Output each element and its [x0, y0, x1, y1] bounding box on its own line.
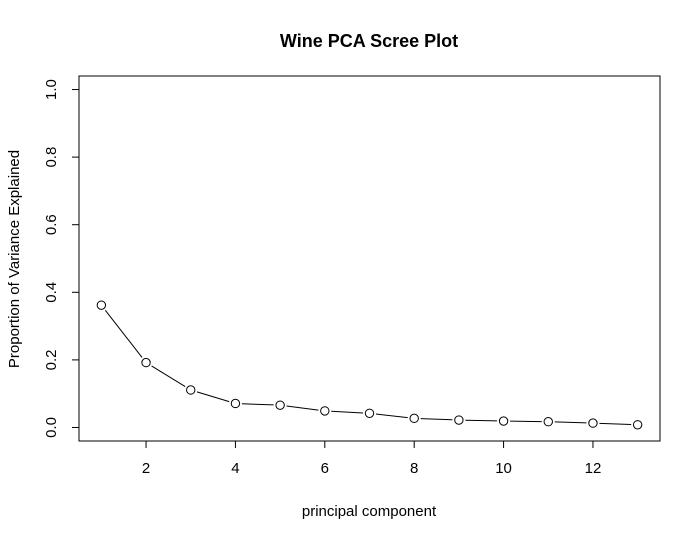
data-point [365, 409, 373, 417]
series-line-segment [599, 423, 631, 424]
series-line-segment [105, 310, 142, 357]
series-line-segment [242, 404, 274, 405]
series-line-segment [555, 422, 587, 423]
series-line-segment [152, 366, 186, 387]
x-tick-label: 8 [410, 460, 418, 477]
plot-frame [79, 76, 660, 441]
x-axis: 2 4 6 8 10 12 [142, 441, 601, 477]
data-point [97, 301, 105, 309]
data-point [633, 421, 641, 429]
data-point [231, 399, 239, 407]
x-tick-label: 2 [142, 460, 150, 477]
y-tick-label: 0.0 [43, 417, 60, 438]
data-point [455, 416, 463, 424]
x-tick-label: 12 [585, 460, 602, 477]
y-axis: 0.0 0.2 0.4 0.6 0.8 1.0 [43, 79, 79, 438]
data-point [499, 417, 507, 425]
y-tick-label: 0.2 [43, 349, 60, 370]
data-point [589, 419, 597, 427]
y-tick-label: 1.0 [43, 79, 60, 100]
y-tick-label: 0.4 [43, 282, 60, 303]
data-point [544, 418, 552, 426]
series-line-segment [197, 392, 229, 402]
series-line-segment [465, 420, 497, 421]
x-tick-label: 4 [231, 460, 239, 477]
data-point [187, 386, 195, 394]
series-line-segment [376, 414, 408, 418]
data-point [276, 401, 284, 409]
series-line-segment [331, 411, 363, 413]
data-point [410, 414, 418, 422]
y-axis-label: Proportion of Variance Explained [6, 150, 23, 368]
chart-title: Wine PCA Scree Plot [280, 31, 458, 51]
data-series [97, 301, 642, 429]
x-tick-label: 6 [321, 460, 329, 477]
data-point [321, 407, 329, 415]
data-point [142, 358, 150, 366]
y-tick-label: 0.6 [43, 214, 60, 235]
x-tick-label: 10 [495, 460, 512, 477]
series-line-segment [421, 419, 453, 420]
y-tick-label: 0.8 [43, 147, 60, 168]
x-axis-label: principal component [302, 503, 437, 520]
series-line-segment [287, 406, 319, 410]
